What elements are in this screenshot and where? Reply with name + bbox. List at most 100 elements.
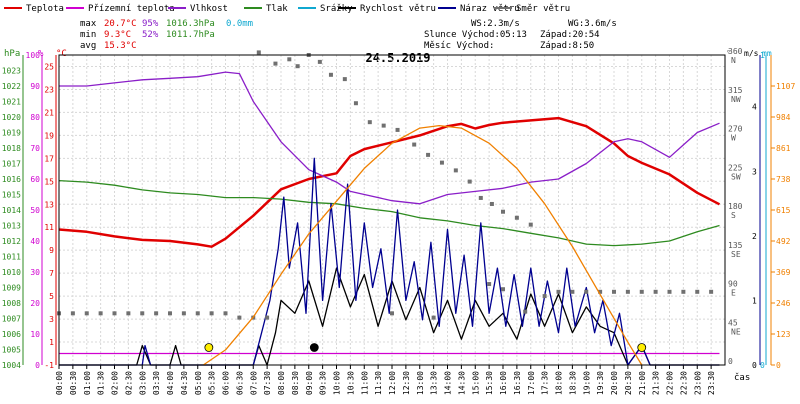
- radiation-tick-label: 738: [776, 175, 791, 184]
- pressure-tick-label: 1013: [2, 222, 21, 231]
- min-temp: 9.3°C: [104, 30, 131, 40]
- x-tick-label: 23:30: [707, 371, 716, 395]
- x-axis-label: čas: [734, 372, 750, 383]
- point-wind-direction: [353, 101, 358, 106]
- direction-tick-label: 135: [728, 241, 743, 250]
- point-wind-direction: [523, 309, 528, 314]
- point-wind-direction: [695, 289, 700, 294]
- marker-sunset: [637, 343, 647, 352]
- x-tick-label: 14:30: [457, 371, 466, 395]
- direction-tick-label: 180: [728, 202, 743, 211]
- x-tick-label: 08:30: [291, 371, 300, 395]
- pressure-tick-label: 1016: [2, 175, 21, 184]
- humidity-tick-label: 30: [30, 268, 40, 277]
- point-wind-direction: [489, 201, 494, 206]
- wind-tick-label: 2: [752, 232, 757, 241]
- pressure-tick-label: 1011: [2, 253, 21, 262]
- x-tick-label: 15:30: [485, 371, 494, 395]
- temperature-tick-label: 11: [44, 223, 54, 232]
- pressure-tick-label: 1008: [2, 299, 21, 308]
- min-humidity: 52%: [142, 30, 159, 40]
- point-wind-direction: [70, 311, 75, 316]
- x-tick-label: 00:00: [55, 371, 64, 395]
- pressure-tick-label: 1023: [2, 67, 21, 76]
- point-wind-direction: [237, 315, 242, 320]
- temperature-tick-label: -1: [44, 361, 54, 370]
- x-tick-label: 06:00: [222, 371, 231, 395]
- x-tick-label: 02:00: [111, 371, 120, 395]
- x-tick-label: 03:00: [138, 371, 147, 395]
- x-tick-label: 19:00: [582, 371, 591, 395]
- point-wind-direction: [395, 127, 400, 132]
- temperature-tick-label: 19: [44, 131, 54, 140]
- point-wind-direction: [501, 287, 505, 292]
- x-tick-label: 13:30: [430, 371, 439, 395]
- pressure-tick-label: 1010: [2, 268, 21, 277]
- temperature-tick-label: 21: [44, 108, 54, 117]
- point-wind-direction: [653, 289, 658, 294]
- x-tick-label: 11:30: [374, 371, 383, 395]
- rain-tick-label: 1: [760, 51, 765, 60]
- x-tick-label: 11:00: [360, 371, 369, 395]
- direction-tick-label: 315: [728, 86, 743, 95]
- point-wind-direction: [501, 209, 505, 214]
- humidity-tick-label: 60: [30, 175, 40, 184]
- direction-axis-label: °: [726, 49, 731, 58]
- direction-tick-label: W: [731, 134, 736, 143]
- direction-tick-label: 90: [728, 280, 738, 289]
- point-wind-direction: [98, 311, 103, 316]
- sun-set: Západ:20:54: [540, 30, 600, 40]
- x-tick-label: 14:00: [444, 371, 453, 395]
- pressure-tick-label: 1019: [2, 129, 21, 138]
- pressure-tick-label: 1004: [2, 361, 21, 370]
- temperature-tick-label: 7: [49, 269, 54, 278]
- pressure-tick-label: 1007: [2, 315, 21, 324]
- radiation-tick-label: 492: [776, 237, 791, 246]
- point-wind-direction: [126, 311, 131, 316]
- direction-tick-label: N: [731, 56, 736, 65]
- temperature-tick-label: 15: [44, 177, 54, 186]
- line-náraz-větru: [59, 157, 720, 366]
- point-wind-direction: [328, 72, 333, 77]
- legend-label-rain: Srážky: [320, 4, 353, 14]
- point-wind-direction: [528, 222, 533, 227]
- point-wind-direction: [625, 289, 630, 294]
- point-wind-direction: [390, 311, 394, 316]
- point-wind-direction: [478, 195, 483, 200]
- line-tlak: [58, 179, 720, 247]
- x-tick-label: 12:30: [402, 371, 411, 395]
- pressure-tick-label: 1009: [2, 284, 21, 293]
- point-wind-direction: [273, 61, 278, 66]
- point-wind-direction: [542, 294, 547, 299]
- x-tick-label: 17:30: [541, 371, 550, 395]
- marker-moonset: [309, 343, 319, 352]
- x-tick-label: 12:00: [388, 371, 397, 395]
- point-wind-direction: [209, 311, 214, 316]
- point-wind-direction: [256, 50, 261, 55]
- x-tick-label: 21:30: [652, 371, 661, 395]
- direction-tick-label: S: [731, 211, 736, 220]
- point-wind-direction: [426, 152, 431, 157]
- wind-axis-label: m/s: [744, 49, 759, 58]
- direction-tick-label: 225: [728, 163, 743, 172]
- pressure-tick-label: 1015: [2, 191, 21, 200]
- point-wind-direction: [584, 289, 589, 294]
- line-vlhkost: [59, 71, 720, 205]
- legend-label-temp: Teplota: [26, 4, 64, 14]
- x-tick-label: 07:30: [263, 371, 272, 395]
- moon-set: Západ:8:50: [540, 41, 594, 51]
- stats-panel: max 20.7°C 95% 1016.3hPa 0.0mm min 9.3°C…: [80, 19, 617, 51]
- x-tick-label: 16:00: [499, 371, 508, 395]
- legend-label-feels: Přízemní teplota: [88, 4, 175, 14]
- x-tick-label: 18:30: [568, 371, 577, 395]
- legend-label-pressure: Tlak: [266, 4, 288, 14]
- max-humidity: 95%: [142, 19, 159, 29]
- direction-tick-label: 45: [728, 318, 738, 327]
- x-tick-label: 16:30: [513, 371, 522, 395]
- point-wind-direction: [487, 282, 492, 287]
- temperature-tick-label: 1: [49, 338, 54, 347]
- temperature-tick-label: 17: [44, 154, 54, 163]
- axes: 00:00 00:30 01:00 01:30 02:00 02:30 03:00 03:30…: [2, 47, 796, 395]
- point-wind-direction: [709, 289, 714, 294]
- x-tick-label: 01:00: [83, 371, 92, 395]
